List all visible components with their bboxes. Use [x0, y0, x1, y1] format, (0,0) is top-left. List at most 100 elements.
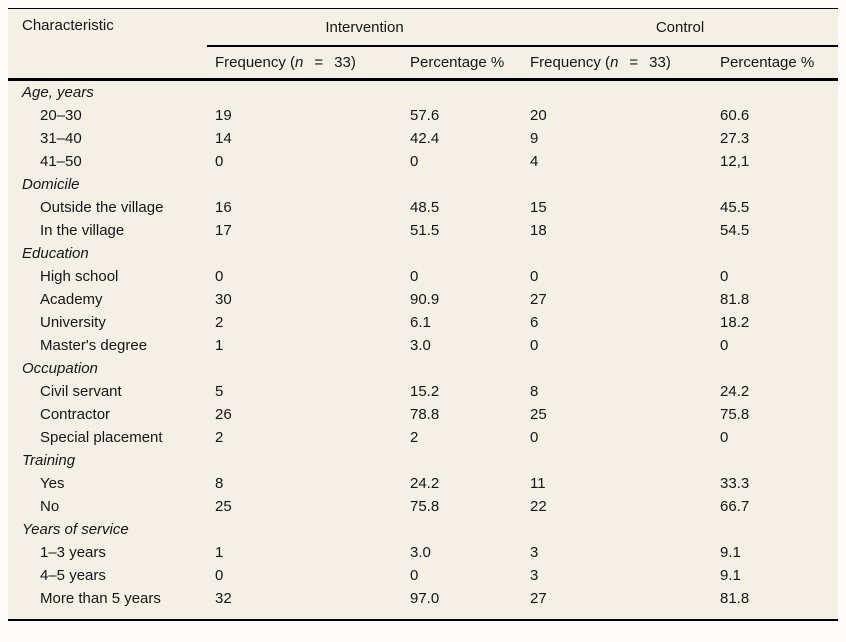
intervention-percentage-value: 3.0 [410, 544, 431, 561]
row-label: 4–5 years [40, 567, 106, 584]
category-row: Education [8, 242, 838, 265]
control-percentage-header: Percentage % [712, 46, 839, 81]
intervention-percentage-value: 24.2 [410, 475, 440, 492]
intervention-frequency-value: 8 [215, 475, 224, 492]
table-row: 31–40 14 42.4 9 27.3 [8, 127, 838, 150]
row-label: Contractor [40, 406, 111, 423]
category-label: Domicile [22, 176, 80, 193]
table-row: More than 5 years 32 97.0 27 81.8 [8, 587, 838, 620]
row-label: Special placement [40, 429, 163, 446]
category-row: Domicile [8, 173, 838, 196]
intervention-percentage-value: 0 [410, 567, 419, 584]
category-row: Years of service [8, 518, 838, 541]
intervention-group-header: Intervention [207, 8, 523, 47]
control-percentage-value: 33.3 [720, 475, 750, 492]
control-percentage-value: 24.2 [720, 383, 750, 400]
row-label: 20–30 [40, 107, 82, 124]
control-frequency-value: 15 [530, 199, 547, 216]
control-frequency-value: 4 [530, 153, 539, 170]
control-frequency-header: Frequency (n = 33) [522, 46, 713, 81]
row-label: Yes [40, 475, 65, 492]
category-row: Training [8, 449, 838, 472]
table-row: No 25 75.8 22 66.7 [8, 495, 838, 518]
table-row: 20–30 19 57.6 20 60.6 [8, 104, 838, 127]
intervention-percentage-value: 2 [410, 429, 419, 446]
control-frequency-value: 25 [530, 406, 547, 423]
table-row: Special placement 2 2 0 0 [8, 426, 838, 449]
intervention-frequency-value: 16 [215, 199, 232, 216]
control-frequency-value: 22 [530, 498, 547, 515]
row-label: Master's degree [40, 337, 148, 354]
table-row: Academy 30 90.9 27 81.8 [8, 288, 838, 311]
intervention-percentage-value: 6.1 [410, 314, 431, 331]
intervention-frequency-value: 25 [215, 498, 232, 515]
intervention-frequency-value: 1 [215, 544, 224, 561]
intervention-percentage-value: 97.0 [410, 590, 440, 607]
row-label: University [40, 314, 106, 331]
intervention-frequency-value: 0 [215, 268, 224, 285]
category-row: Age, years [8, 80, 838, 105]
intervention-percentage-value: 90.9 [410, 291, 440, 308]
category-label: Years of service [22, 521, 129, 538]
intervention-percentage-value: 15.2 [410, 383, 440, 400]
intervention-percentage-value: 0 [410, 153, 419, 170]
table-row: High school 0 0 0 0 [8, 265, 838, 288]
intervention-percentage-value: 0 [410, 268, 419, 285]
control-percentage-value: 45.5 [720, 199, 750, 216]
intervention-frequency-value: 26 [215, 406, 232, 423]
intervention-percentage-value: 78.8 [410, 406, 440, 423]
intervention-frequency-value: 30 [215, 291, 232, 308]
frequency-label-prefix: Frequency ( [215, 54, 296, 71]
control-frequency-value: 27 [530, 590, 547, 607]
control-frequency-value: 27 [530, 291, 547, 308]
intervention-percentage-value: 75.8 [410, 498, 440, 515]
control-percentage-value: 12,1 [720, 153, 750, 170]
intervention-percentage-value: 57.6 [410, 107, 440, 124]
control-percentage-value: 75.8 [720, 406, 750, 423]
row-label: In the village [40, 222, 125, 239]
control-frequency-value: 0 [530, 268, 539, 285]
table-row: In the village 17 51.5 18 54.5 [8, 219, 838, 242]
intervention-frequency-value: 0 [215, 153, 224, 170]
table-row: Civil servant 5 15.2 8 24.2 [8, 380, 838, 403]
row-label: Outside the village [40, 199, 164, 216]
control-percentage-value: 0 [720, 429, 729, 446]
characteristic-column-header: Characteristic [8, 8, 207, 81]
control-percentage-value: 9.1 [720, 567, 741, 584]
control-frequency-value: 0 [530, 337, 539, 354]
table-row: Outside the village 16 48.5 15 45.5 [8, 196, 838, 219]
control-frequency-value: 6 [530, 314, 539, 331]
control-frequency-value: 0 [530, 429, 539, 446]
frequency-label-prefix: Frequency ( [530, 54, 611, 71]
table-row: 41–50 0 0 4 12,1 [8, 150, 838, 173]
equals-sign: = [314, 54, 324, 71]
control-percentage-value: 27.3 [720, 130, 750, 147]
control-frequency-value: 3 [530, 567, 539, 584]
row-label: 31–40 [40, 130, 82, 147]
table-row: University 2 6.1 6 18.2 [8, 311, 838, 334]
row-label: More than 5 years [40, 590, 161, 607]
group-header-row: Characteristic Intervention Control [8, 8, 839, 81]
control-percentage-value: 0 [720, 268, 729, 285]
sub-header-row: Frequency (n = 33) Percentage % Frequency … [8, 46, 839, 81]
equals-sign: = [629, 54, 639, 71]
n-symbol: n [295, 54, 304, 71]
intervention-frequency-value: 32 [215, 590, 232, 607]
row-label: 1–3 years [40, 544, 106, 561]
intervention-percentage-value: 51.5 [410, 222, 440, 239]
intervention-frequency-value: 17 [215, 222, 232, 239]
category-label: Age, years [22, 84, 94, 101]
n-symbol: n [610, 54, 619, 71]
table-row: Yes 8 24.2 11 33.3 [8, 472, 838, 495]
intervention-frequency-value: 19 [215, 107, 232, 124]
intervention-percentage-value: 3.0 [410, 337, 431, 354]
control-percentage-value: 0 [720, 337, 729, 354]
intervention-percentage-value: 42.4 [410, 130, 440, 147]
control-percentage-value: 66.7 [720, 498, 750, 515]
control-frequency-value: 20 [530, 107, 547, 124]
control-percentage-value: 18.2 [720, 314, 750, 331]
table-body: Age, years 20–30 19 57.6 20 60.6 31–40 1… [8, 80, 838, 621]
control-frequency-value: 11 [530, 475, 546, 492]
row-label: Academy [40, 291, 103, 308]
category-label: Education [22, 245, 89, 262]
